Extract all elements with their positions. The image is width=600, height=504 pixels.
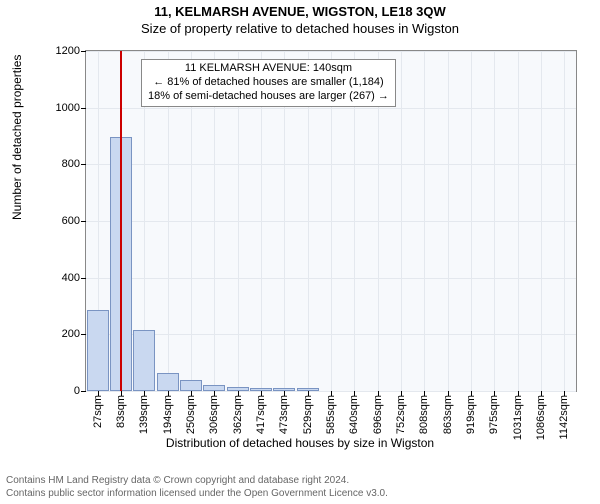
chart: 02004006008001000120027sqm83sqm139sqm194… [55,50,575,420]
histogram-bar [227,387,249,391]
footer-line-1: Contains HM Land Registry data © Crown c… [6,475,388,488]
gridline-vertical [518,51,519,391]
ytick-label: 1200 [56,45,80,57]
gridline-vertical [494,51,495,391]
footer-line-2: Contains public sector information licen… [6,488,388,501]
xtick-label: 250sqm [185,395,197,434]
xtick-label: 585sqm [325,395,337,434]
gridline-vertical [448,51,449,391]
xtick-label: 473sqm [278,395,290,434]
ytick-label: 0 [74,385,80,397]
annotation-line: 11 KELMARSH AVENUE: 140sqm [148,62,389,76]
xtick-label: 1031sqm [512,395,524,440]
xtick-label: 752sqm [395,395,407,434]
xtick-label: 975sqm [488,395,500,434]
gridline-vertical [471,51,472,391]
xtick-label: 808sqm [418,395,430,434]
xtick-label: 696sqm [372,395,384,434]
property-marker-line [120,51,122,391]
xtick-label: 1142sqm [558,395,570,439]
xtick-label: 306sqm [208,395,220,434]
xtick-label: 83sqm [115,395,127,428]
xtick-label: 1086sqm [535,395,547,440]
annotation-box: 11 KELMARSH AVENUE: 140sqm← 81% of detac… [141,59,396,107]
ytick-mark [81,221,86,222]
xtick-label: 362sqm [232,395,244,434]
histogram-bar [250,388,272,391]
ytick-label: 200 [62,328,80,340]
plot-area: 02004006008001000120027sqm83sqm139sqm194… [85,50,577,392]
gridline-vertical [401,51,402,391]
gridline-vertical [424,51,425,391]
ytick-mark [81,108,86,109]
annotation-line: 18% of semi-detached houses are larger (… [148,90,389,104]
gridline-vertical [541,51,542,391]
xtick-label: 640sqm [348,395,360,434]
histogram-bar [297,388,319,391]
xtick-label: 27sqm [92,395,104,428]
ytick-label: 1000 [56,102,80,114]
xtick-label: 919sqm [465,395,477,434]
y-axis-label: Number of detached properties [10,55,24,220]
x-axis-label: Distribution of detached houses by size … [0,436,600,450]
histogram-bar [157,373,179,391]
ytick-label: 400 [62,272,80,284]
ytick-mark [81,391,86,392]
gridline-vertical [564,51,565,391]
annotation-line: ← 81% of detached houses are smaller (1,… [148,76,389,90]
histogram-bar [133,330,155,391]
page-title: 11, KELMARSH AVENUE, WIGSTON, LE18 3QW [0,4,600,19]
histogram-bar [203,385,225,391]
histogram-bar [180,380,202,391]
ytick-mark [81,278,86,279]
xtick-label: 194sqm [162,395,174,434]
xtick-label: 417sqm [255,395,267,434]
footer: Contains HM Land Registry data © Crown c… [6,475,388,500]
ytick-mark [81,51,86,52]
histogram-bar [87,310,109,391]
xtick-label: 139sqm [138,395,150,434]
page-subtitle: Size of property relative to detached ho… [0,21,600,36]
xtick-label: 529sqm [302,395,314,434]
ytick-label: 800 [62,158,80,170]
histogram-bar [273,388,295,391]
ytick-label: 600 [62,215,80,227]
xtick-label: 863sqm [442,395,454,434]
ytick-mark [81,164,86,165]
ytick-mark [81,334,86,335]
